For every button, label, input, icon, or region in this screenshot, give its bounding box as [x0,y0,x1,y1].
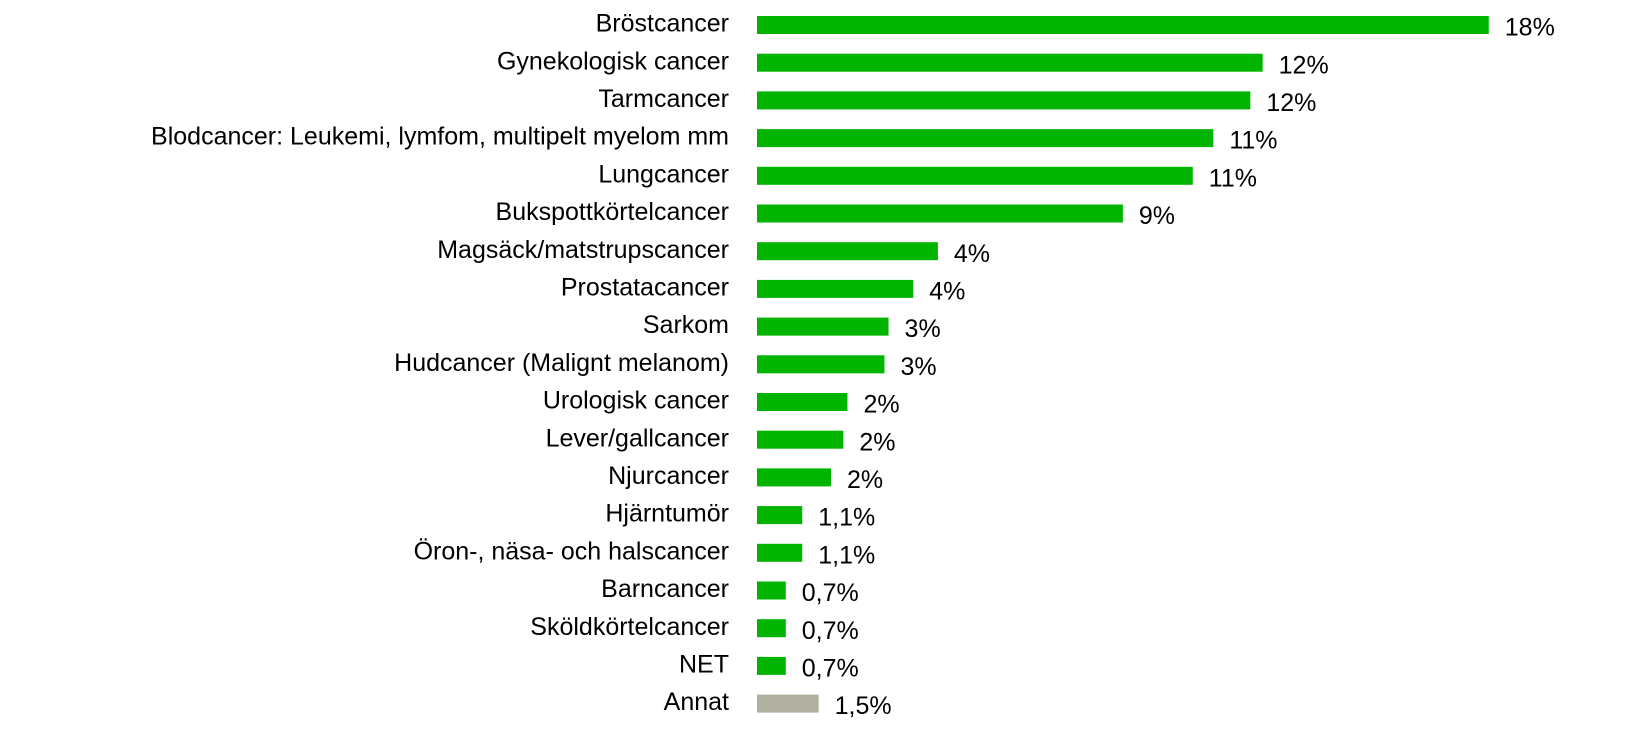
category-label: Gynekologisk cancer [497,47,729,75]
value-label: 9% [1139,202,1175,230]
category-label: Lever/gallcancer [546,424,729,452]
value-label: 3% [900,353,936,381]
bar [757,506,803,525]
bar [757,279,914,298]
category-label: Bukspottkörtelcancer [496,198,729,226]
category-label: Lungcancer [598,160,729,188]
value-label: 0,7% [802,579,859,607]
value-label: 12% [1266,89,1316,117]
category-label: Annat [664,688,729,716]
bar [757,129,1214,148]
bar [757,581,786,600]
bar [757,694,819,713]
category-label: Urologisk cancer [543,387,729,415]
bar [757,468,831,487]
value-label: 11% [1209,164,1257,192]
value-label: 11% [1229,127,1277,155]
category-label: Hjärntumör [605,500,729,528]
bar [757,317,889,336]
value-label: 0,7% [802,655,859,683]
value-label: 0,7% [802,617,859,645]
category-label: Hudcancer (Malignt melanom) [394,349,729,377]
bar [757,430,844,449]
category-label: NET [679,651,729,679]
value-label: 2% [863,391,899,419]
category-label: Barncancer [601,575,729,603]
bar [757,355,885,374]
bar [757,656,786,675]
bar [757,543,803,562]
category-label: Tarmcancer [598,85,729,113]
bar [757,91,1251,110]
category-label: Prostatacancer [561,274,729,302]
value-label: 2% [859,428,895,456]
value-label: 4% [929,278,965,306]
value-label: 1,1% [818,504,875,532]
value-label: 18% [1505,14,1555,42]
bar [757,619,786,638]
category-label: Blodcancer: Leukemi, lymfom, multipelt m… [151,123,729,151]
category-label: Öron-, näsa- och halscancer [414,537,729,565]
value-label: 2% [847,466,883,494]
value-label: 1,1% [818,541,875,569]
bar [757,204,1123,223]
value-label: 12% [1279,51,1329,79]
category-label: Sarkom [643,311,729,339]
bar [757,242,938,261]
category-label: Njurcancer [608,462,729,490]
value-label: 3% [905,315,941,343]
category-label: Sköldkörtelcancer [530,613,729,641]
value-label: 1,5% [835,692,892,720]
value-label: 4% [954,240,990,268]
bar [757,166,1193,185]
category-label: Bröstcancer [596,10,729,38]
bar [757,53,1263,72]
bar [757,393,848,411]
category-label: Magsäck/matstrupscancer [437,236,729,264]
bar [757,16,1489,34]
